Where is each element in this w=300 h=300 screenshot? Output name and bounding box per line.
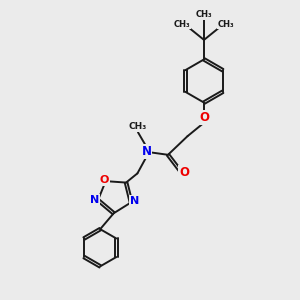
Text: CH₃: CH₃ [174, 20, 191, 29]
Text: CH₃: CH₃ [129, 122, 147, 131]
Text: N: N [130, 196, 139, 206]
Text: O: O [179, 166, 189, 179]
Text: CH₃: CH₃ [196, 10, 212, 19]
Text: N: N [90, 195, 99, 205]
Text: N: N [141, 145, 152, 158]
Text: O: O [199, 111, 209, 124]
Text: CH₃: CH₃ [217, 20, 234, 29]
Text: O: O [100, 175, 109, 184]
